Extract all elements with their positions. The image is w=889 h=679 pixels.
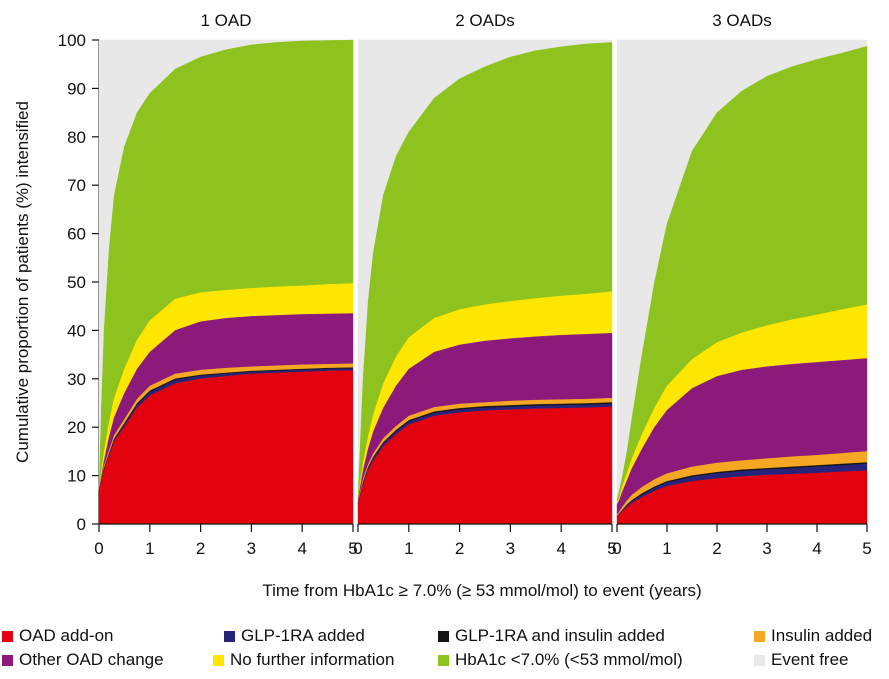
- legend-label: GLP-1RA and insulin added: [455, 626, 665, 645]
- x-tick-label: 3: [762, 539, 771, 558]
- x-tick-label: 3: [506, 539, 515, 558]
- y-tick-label: 90: [67, 79, 86, 98]
- legend: OAD add-on GLP-1RA added GLP-1RA and insul…: [0, 626, 889, 678]
- x-tick-label: 1: [404, 539, 413, 558]
- y-tick-label: 20: [67, 418, 86, 437]
- x-tick-label: 5: [348, 539, 357, 558]
- x-tick-label: 5: [607, 539, 616, 558]
- x-axis-panel-1: 0 1 2 3 4 5: [94, 523, 358, 558]
- x-axis-label: Time from HbA1c ≥ 7.0% (≥ 53 mmol/mol) t…: [262, 581, 701, 600]
- legend-item: HbA1c <7.0% (<53 mmol/mol): [438, 650, 683, 670]
- legend-item: Other OAD change: [2, 650, 164, 670]
- x-tick-label: 1: [662, 539, 671, 558]
- y-tick-label: 0: [77, 515, 86, 534]
- x-axes: 0 1 2 3 4 50 1 2 3 4 50 1 2 3 4 5: [94, 523, 872, 558]
- legend-item: No further information: [213, 650, 394, 670]
- legend-label: Event free: [771, 650, 849, 669]
- legend-swatch: [2, 654, 13, 666]
- x-tick-label: 4: [556, 539, 565, 558]
- legend-item: GLP-1RA added: [224, 626, 365, 646]
- y-tick-label: 60: [67, 225, 86, 244]
- x-tick-label: 2: [712, 539, 721, 558]
- legend-swatch: [754, 630, 765, 642]
- x-tick-label: 4: [297, 539, 306, 558]
- panel-3: 3 OADs: [616, 11, 868, 525]
- y-axis-label: Cumulative proportion of patients (%) in…: [13, 101, 32, 463]
- y-tick-label: 30: [67, 370, 86, 389]
- legend-item: Event free: [754, 650, 849, 670]
- y-axis: 0 10 20 30 40 50 60 70 80 90 100: [58, 31, 100, 534]
- legend-label: Other OAD change: [19, 650, 164, 669]
- y-tick-label: 80: [67, 128, 86, 147]
- legend-swatch: [224, 630, 235, 642]
- legend-swatch: [438, 654, 449, 666]
- panel-2: 2 OADs: [357, 11, 613, 525]
- chart-svg: Cumulative proportion of patients (%) in…: [13, 11, 872, 600]
- legend-swatch: [754, 654, 765, 666]
- legend-swatch: [438, 630, 449, 642]
- x-axis-panel-3: 0 1 2 3 4 5: [612, 523, 872, 558]
- panel-title: 2 OADs: [455, 11, 515, 30]
- legend-swatch: [2, 630, 13, 642]
- y-tick-label: 70: [67, 176, 86, 195]
- x-axis-panel-2: 0 1 2 3 4 5: [353, 523, 617, 558]
- x-tick-label: 0: [94, 539, 103, 558]
- panel-title: 3 OADs: [712, 11, 772, 30]
- legend-label: OAD add-on: [19, 626, 114, 645]
- legend-label: HbA1c <7.0% (<53 mmol/mol): [455, 650, 683, 669]
- x-tick-label: 4: [812, 539, 821, 558]
- x-tick-label: 1: [145, 539, 154, 558]
- y-tick-label: 10: [67, 467, 86, 486]
- y-tick-label: 50: [67, 273, 86, 292]
- legend-swatch: [213, 654, 224, 666]
- legend-item: OAD add-on: [2, 626, 114, 646]
- legend-label: Insulin added: [771, 626, 873, 645]
- panels: 1 OAD 2 OADs 3 OADs: [98, 11, 868, 525]
- panel-title: 1 OAD: [200, 11, 251, 30]
- x-tick-label: 0: [612, 539, 621, 558]
- x-tick-label: 0: [353, 539, 362, 558]
- panel-1: 1 OAD: [98, 11, 354, 525]
- legend-item: GLP-1RA and insulin added: [438, 626, 665, 646]
- y-tick-label: 40: [67, 321, 86, 340]
- y-tick-label: 100: [58, 31, 86, 50]
- x-tick-label: 2: [455, 539, 464, 558]
- x-tick-label: 2: [196, 539, 205, 558]
- x-tick-label: 5: [862, 539, 871, 558]
- legend-item: Insulin added: [754, 626, 872, 646]
- x-tick-label: 3: [247, 539, 256, 558]
- legend-label: GLP-1RA added: [241, 626, 365, 645]
- legend-label: No further information: [230, 650, 395, 669]
